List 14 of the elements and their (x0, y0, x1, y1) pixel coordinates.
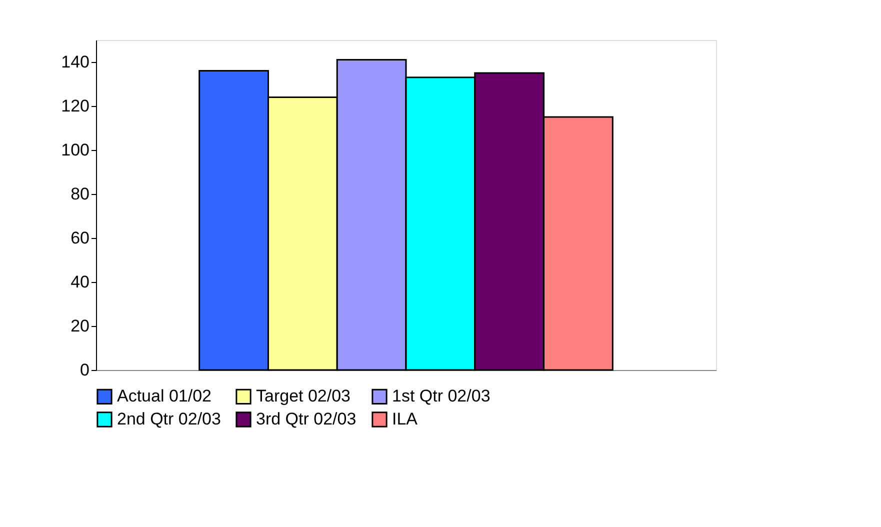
legend-label: 1st Qtr 02/03 (392, 386, 490, 406)
y-tick-label: 100 (61, 140, 90, 160)
y-tick-label: 140 (61, 52, 90, 72)
legend-label: 3rd Qtr 02/03 (256, 410, 356, 428)
legend-label: ILA (392, 410, 418, 428)
y-tick-label: 0 (80, 360, 90, 380)
y-tick-label: 120 (61, 96, 90, 116)
y-tick-label: 80 (70, 184, 90, 204)
y-tick-label: 60 (70, 228, 90, 248)
legend-label: Actual 01/02 (117, 386, 212, 406)
legend-label: Target 02/03 (256, 386, 351, 406)
legend-label: 2nd Qtr 02/03 (117, 410, 221, 428)
y-tick-label: 40 (70, 272, 90, 292)
y-tick-label: 20 (70, 316, 90, 336)
